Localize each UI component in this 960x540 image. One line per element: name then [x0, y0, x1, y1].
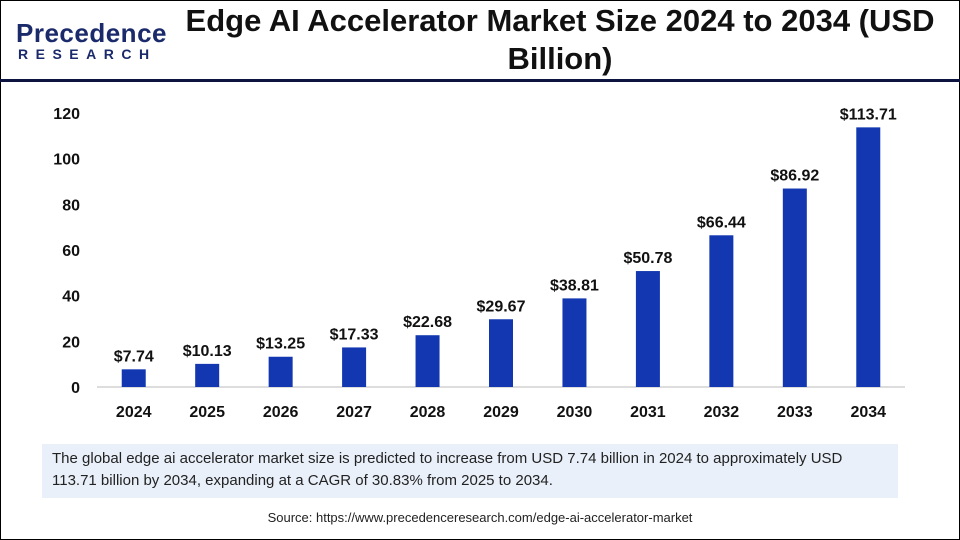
source-text: Source: https://www.precedenceresearch.c…: [267, 510, 693, 525]
logo-line1: Precedence: [16, 18, 167, 48]
x-tick-label: 2027: [336, 404, 372, 421]
x-tick-label: 2032: [704, 404, 740, 421]
bar-2030: [562, 298, 587, 387]
data-label: $50.78: [623, 250, 672, 267]
bar-chart: 0 20 40 60 80 100 120 $7.74 2024 $10.13 2025 $13.25…: [53, 106, 905, 421]
data-label: $38.81: [550, 277, 599, 294]
y-tick-label: 0: [71, 380, 80, 397]
data-label: $13.25: [256, 336, 305, 353]
y-tick-label: 120: [53, 106, 80, 123]
y-tick-label: 80: [62, 197, 80, 214]
data-label: $66.44: [697, 214, 746, 231]
x-tick-label: 2025: [189, 404, 225, 421]
bar-2028: [415, 335, 440, 387]
data-label: $10.13: [183, 343, 232, 360]
logo-line2: RESEARCH: [18, 46, 157, 62]
data-label: $86.92: [770, 168, 819, 185]
bar-2024: [121, 369, 146, 387]
x-tick-label: 2031: [630, 404, 666, 421]
bar-2033: [782, 188, 807, 387]
bar-2032: [709, 235, 734, 387]
x-tick-label: 2024: [116, 404, 152, 421]
data-label: $113.71: [840, 106, 897, 123]
data-label: $22.68: [403, 314, 452, 331]
precedence-research-logo: Precedence RESEARCH: [16, 18, 167, 62]
bar-2025: [195, 363, 220, 387]
bar-2029: [489, 319, 513, 387]
bar-2034: [856, 127, 881, 387]
x-tick-label: 2030: [557, 404, 593, 421]
y-tick-label: 40: [62, 289, 80, 306]
header-divider: [0, 79, 960, 82]
bar-2026: [268, 356, 293, 387]
summary-note: The global edge ai accelerator market si…: [42, 444, 898, 498]
x-tick-label: 2029: [483, 404, 519, 421]
y-tick-label: 60: [62, 243, 80, 260]
bar-2031: [635, 271, 660, 387]
x-tick-label: 2026: [263, 404, 299, 421]
y-tick-label: 20: [62, 334, 80, 351]
chart-title: Edge AI Accelerator Market Size 2024 to …: [185, 3, 935, 76]
data-label: $17.33: [330, 326, 379, 343]
x-tick-label: 2033: [777, 404, 813, 421]
x-tick-label: 2028: [410, 404, 446, 421]
x-tick-label: 2034: [850, 404, 886, 421]
bar-2027: [342, 347, 367, 387]
y-tick-label: 100: [53, 152, 80, 169]
data-label: $7.74: [114, 348, 154, 365]
data-label: $29.67: [477, 298, 526, 315]
